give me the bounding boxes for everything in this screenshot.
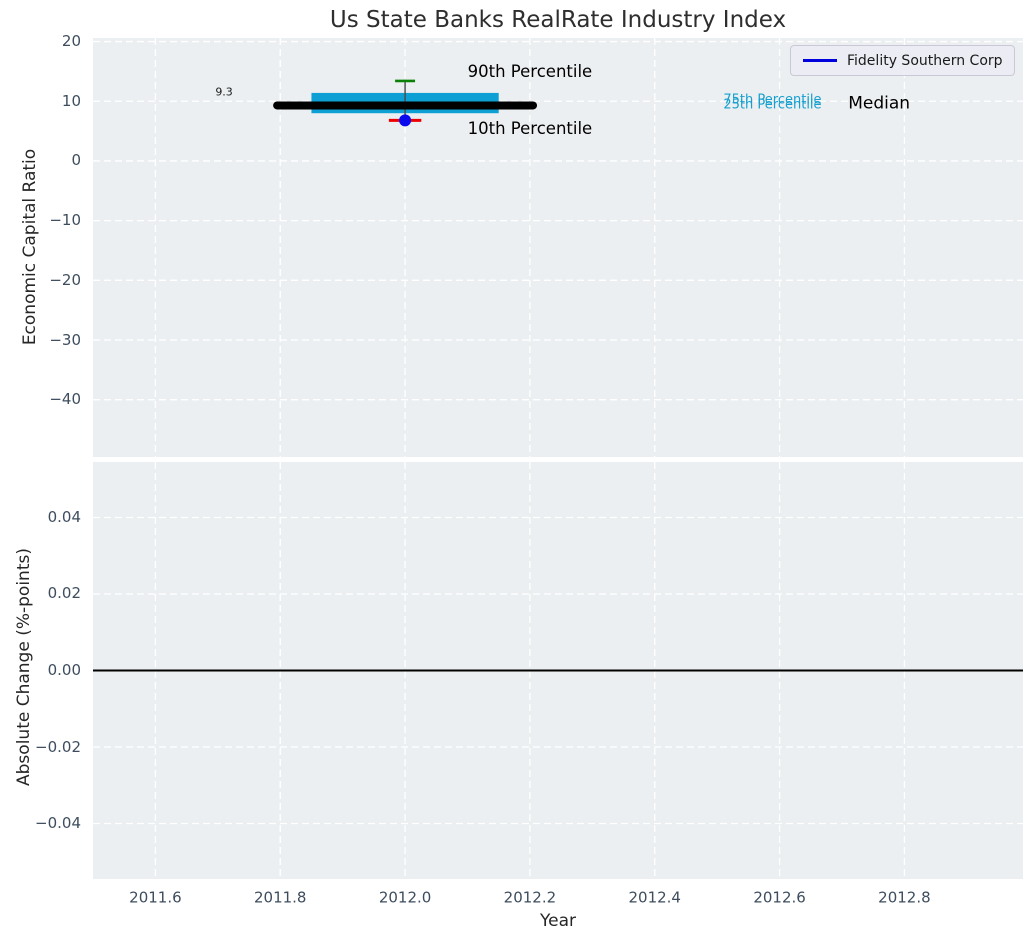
- bottom-y-axis-label: Absolute Change (%-points): [14, 548, 34, 786]
- x-tick-label-2012.8: 2012.8: [878, 888, 931, 907]
- legend: Fidelity Southern Corp: [790, 45, 1015, 76]
- y-tick-label-−0.04: −0.04: [35, 814, 81, 833]
- legend-line-swatch: [803, 59, 837, 62]
- x-tick-label-2012.0: 2012.0: [378, 888, 432, 907]
- x-tick-label-2011.6: 2011.6: [129, 888, 182, 907]
- annotation-9-3: 9.3: [215, 85, 233, 99]
- top-plot-area: [93, 38, 1023, 457]
- y-tick-label-0.00: 0.00: [47, 661, 81, 679]
- y-tick-label-20: 20: [61, 32, 81, 51]
- annotation-90th-percentile: 90th Percentile: [467, 61, 593, 81]
- x-tick-label-2012.4: 2012.4: [628, 888, 681, 907]
- annotation-25th-percentile: 25th Percentile: [723, 97, 822, 113]
- chart-title: Us State Banks RealRate Industry Index: [329, 7, 787, 33]
- annotation-75th-percentile: 75th Percentile: [723, 92, 822, 108]
- x-tick-label-2011.8: 2011.8: [253, 888, 307, 907]
- y-tick-label-0.04: 0.04: [47, 507, 81, 526]
- y-tick-label-−20: −20: [49, 270, 81, 289]
- x-axis-label: Year: [540, 911, 576, 931]
- y-tick-label-0: 0: [71, 151, 81, 170]
- y-tick-label-−10: −10: [49, 211, 81, 230]
- y-tick-label-−30: −30: [49, 330, 81, 349]
- legend-label: Fidelity Southern Corp: [847, 52, 1003, 69]
- annotation-10th-percentile: 10th Percentile: [467, 119, 593, 139]
- y-tick-label-10: 10: [61, 91, 81, 110]
- y-tick-label-0.02: 0.02: [47, 584, 81, 603]
- top-y-axis-label: Economic Capital Ratio: [20, 148, 40, 346]
- y-tick-label-−0.02: −0.02: [35, 737, 81, 756]
- x-tick-label-2012.2: 2012.2: [503, 888, 557, 907]
- annotation-median: Median: [848, 93, 911, 114]
- y-tick-label-−40: −40: [49, 390, 81, 409]
- x-tick-label-2012.6: 2012.6: [753, 888, 806, 907]
- bottom-plot-area: [93, 462, 1023, 879]
